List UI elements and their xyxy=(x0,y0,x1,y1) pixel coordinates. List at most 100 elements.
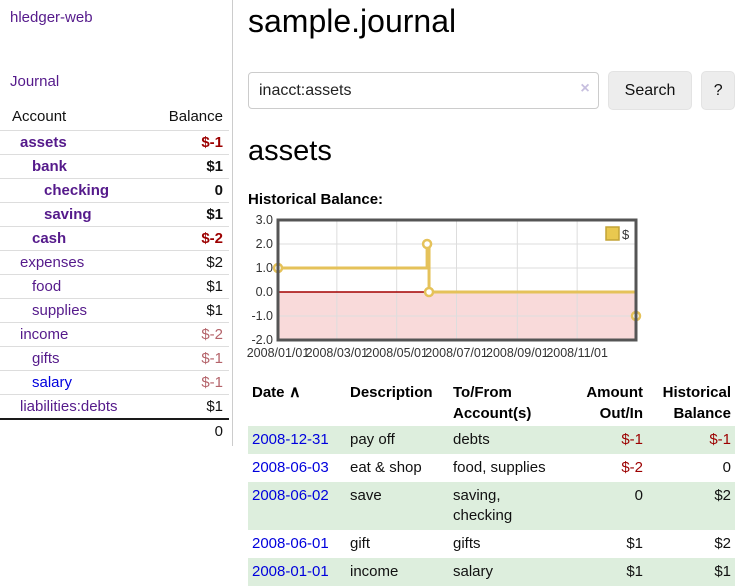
account-row: supplies $1 xyxy=(0,298,229,323)
chart-legend: $ xyxy=(605,226,630,242)
accounts-header-account: Account xyxy=(0,105,144,131)
svg-text:$: $ xyxy=(622,227,630,242)
transactions-table: Date ∧ Description To/From Account(s) Amoun… xyxy=(248,380,735,586)
svg-text:2.0: 2.0 xyxy=(256,237,273,251)
help-button[interactable]: ? xyxy=(701,71,735,110)
account-balance: $1 xyxy=(143,394,229,420)
account-link[interactable]: cash xyxy=(32,230,67,247)
column-header[interactable]: Date ∧ xyxy=(252,384,301,401)
account-link[interactable]: bank xyxy=(32,158,68,175)
transaction-description: eat & shop xyxy=(350,459,422,476)
transaction-accounts: debts xyxy=(453,431,490,448)
transaction-balance: $-1 xyxy=(709,431,731,448)
transaction-accounts: salary xyxy=(453,563,494,580)
app-title-link[interactable]: hledger-web xyxy=(10,9,93,26)
transactions-header-row: Date ∧ Description To/From Account(s) Amoun… xyxy=(248,380,735,426)
transaction-balance: $2 xyxy=(714,487,731,504)
svg-text:2008/09/01: 2008/09/01 xyxy=(486,346,549,360)
transaction-date-link[interactable]: 2008-06-03 xyxy=(252,459,329,476)
account-link[interactable]: income xyxy=(20,326,69,343)
transaction-date-link[interactable]: 2008-06-01 xyxy=(252,535,329,552)
account-link[interactable]: liabilities:debts xyxy=(20,398,118,415)
svg-text:-1.0: -1.0 xyxy=(251,309,273,323)
account-row: checking 0 xyxy=(0,178,229,203)
accounts-total-balance: 0 xyxy=(143,418,229,443)
column-header: Description xyxy=(350,384,433,401)
account-row: income $-2 xyxy=(0,322,229,347)
account-row: saving $1 xyxy=(0,202,229,227)
svg-text:1.0: 1.0 xyxy=(256,261,273,275)
sidebar: hledger-web Journal Account Balance asse… xyxy=(0,0,233,446)
clear-search-icon[interactable]: × xyxy=(580,80,590,97)
column-header: To/From Account(s) xyxy=(453,384,532,422)
main-content: sample.journal × Search ? assets Histori… xyxy=(247,0,735,586)
sort-ascending-icon: ∧ xyxy=(284,384,301,401)
account-link[interactable]: salary xyxy=(32,374,73,391)
transaction-date-link[interactable]: 2008-12-31 xyxy=(252,431,329,448)
account-balance: $-2 xyxy=(143,226,229,251)
account-balance: $1 xyxy=(143,202,229,227)
table-row: 2008-06-02 save saving, checking 0 $2 xyxy=(248,482,735,530)
svg-text:2008/11/01: 2008/11/01 xyxy=(546,346,608,360)
account-balance: $1 xyxy=(143,154,229,179)
accounts-table: Account Balance assets $-1 bank $1 checking 0… xyxy=(0,105,229,443)
svg-text:2008/01/01: 2008/01/01 xyxy=(247,346,310,360)
account-balance: $-2 xyxy=(143,322,229,347)
account-row: salary $-1 xyxy=(0,370,229,395)
account-link[interactable]: gifts xyxy=(32,350,60,367)
account-link[interactable]: checking xyxy=(44,182,110,199)
accounts-header-balance: Balance xyxy=(143,105,229,131)
transaction-description: gift xyxy=(350,535,371,552)
transaction-description: pay off xyxy=(350,431,395,448)
transaction-amount: $-1 xyxy=(621,431,643,448)
table-row: 2008-12-31 pay off debts $-1 $-1 xyxy=(248,426,735,454)
account-heading: assets xyxy=(248,135,332,167)
transaction-date-link[interactable]: 2008-06-02 xyxy=(252,487,329,504)
transaction-date-link[interactable]: 2008-01-01 xyxy=(252,563,329,580)
account-row: food $1 xyxy=(0,274,229,299)
search-form: × Search ? xyxy=(248,71,735,110)
svg-text:2008/05/01: 2008/05/01 xyxy=(365,346,428,360)
transaction-amount: $1 xyxy=(626,535,643,552)
transaction-amount: $-2 xyxy=(621,459,643,476)
page-title: sample.journal xyxy=(248,3,457,39)
account-balance: $-1 xyxy=(143,346,229,371)
account-balance: $-1 xyxy=(143,130,229,155)
account-row: assets $-1 xyxy=(0,130,229,155)
account-row: gifts $-1 xyxy=(0,346,229,371)
column-header: Amount Out/In xyxy=(586,384,643,422)
transaction-amount: $1 xyxy=(626,563,643,580)
transaction-description: save xyxy=(350,487,382,504)
table-row: 2008-06-03 eat & shop food, supplies $-2 0 xyxy=(248,454,735,482)
svg-text:2008/03/01: 2008/03/01 xyxy=(306,346,369,360)
account-link[interactable]: expenses xyxy=(20,254,85,271)
account-link[interactable]: supplies xyxy=(32,302,88,319)
historical-balance-chart: $3.0 2.0 1.0 0.0 -1.0 -2.02008/01/012008/03/0… xyxy=(247,213,642,360)
table-row: 2008-06-01 gift gifts $1 $2 xyxy=(248,530,735,558)
transaction-accounts: food, supplies xyxy=(453,459,546,476)
transaction-amount: 0 xyxy=(634,487,643,504)
svg-text:2008/07/01: 2008/07/01 xyxy=(425,346,488,360)
search-button[interactable]: Search xyxy=(607,71,693,110)
table-row: 2008-01-01 income salary $1 $1 xyxy=(248,558,735,586)
search-input[interactable] xyxy=(248,72,599,109)
account-row: cash $-2 xyxy=(0,226,229,251)
account-link[interactable]: assets xyxy=(20,134,67,151)
account-balance: $-1 xyxy=(143,370,229,395)
column-header: Historical Balance xyxy=(662,384,731,422)
account-link[interactable]: saving xyxy=(44,206,92,223)
account-link[interactable]: food xyxy=(32,278,62,295)
transaction-description: income xyxy=(350,563,399,580)
svg-text:0.0: 0.0 xyxy=(256,285,273,299)
account-row: bank $1 xyxy=(0,154,229,179)
account-row: liabilities:debts $1 xyxy=(0,394,229,420)
chart-heading: Historical Balance: xyxy=(248,191,384,208)
svg-text:-2.0: -2.0 xyxy=(251,333,273,347)
account-balance: $1 xyxy=(143,298,229,323)
accounts-header-row: Account Balance xyxy=(0,105,229,131)
search-input-wrap: × xyxy=(248,72,599,109)
svg-text:3.0: 3.0 xyxy=(256,213,273,227)
sidebar-item-journal[interactable]: Journal xyxy=(10,73,60,90)
transaction-accounts: gifts xyxy=(453,535,481,552)
transaction-balance: $2 xyxy=(714,535,731,552)
